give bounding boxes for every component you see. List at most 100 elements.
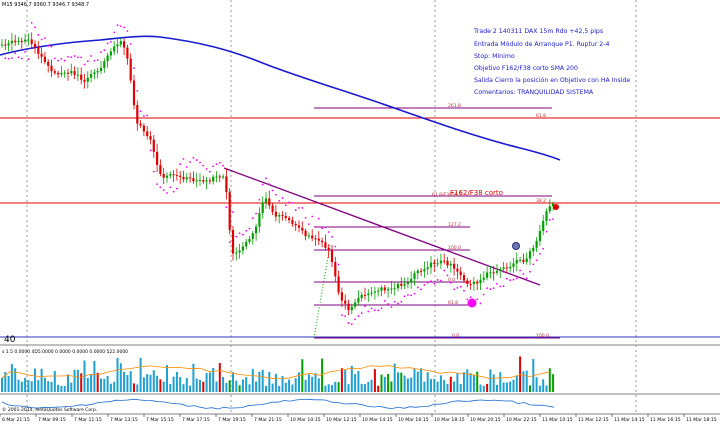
candle-body[interactable] [416,270,419,274]
candle-body[interactable] [403,284,406,286]
candle-body[interactable] [383,287,386,291]
candle-body[interactable] [66,72,70,74]
horizontal-levels[interactable] [0,117,720,338]
candle-body[interactable] [492,272,495,274]
candle-body[interactable] [264,198,268,203]
candle-body[interactable] [482,277,485,280]
candle-body[interactable] [248,238,251,242]
candle-body[interactable] [4,44,7,46]
candle-body[interactable] [367,293,370,296]
candle-body[interactable] [202,180,205,182]
candle-body[interactable] [30,39,33,44]
candle-body[interactable] [420,270,423,272]
candle-body[interactable] [179,175,182,178]
candle-body[interactable] [53,71,56,73]
candle-body[interactable] [334,262,337,277]
candle-body[interactable] [380,287,383,291]
candle-body[interactable] [73,71,76,75]
candle-body[interactable] [37,46,40,54]
candle-body[interactable] [93,72,96,75]
candle-body[interactable] [426,267,429,270]
candle-body[interactable] [469,284,472,286]
candle-body[interactable] [126,47,129,59]
candle-body[interactable] [255,226,258,234]
candle-body[interactable] [532,247,535,252]
trade-exit-marker[interactable] [553,204,559,210]
candle-body[interactable] [413,273,416,279]
candle-body[interactable] [20,41,23,43]
candle-body[interactable] [502,267,505,269]
candle-body[interactable] [393,288,396,290]
candle-body[interactable] [297,225,301,228]
candle-body[interactable] [330,250,334,263]
candle-body[interactable] [525,258,528,262]
candle-body[interactable] [552,203,555,207]
candle-body[interactable] [17,41,20,43]
candle-body[interactable] [99,67,103,72]
candle-body[interactable] [396,283,400,289]
candle-body[interactable] [83,79,86,82]
candle-body[interactable] [63,72,66,74]
candle-body[interactable] [373,291,376,293]
candle-body[interactable] [321,240,324,243]
candle-body[interactable] [14,40,17,43]
candle-body[interactable] [251,233,254,239]
candle-body[interactable] [119,41,122,45]
candle-body[interactable] [175,175,178,177]
candle-body[interactable] [235,252,238,254]
candle-body[interactable] [43,56,46,62]
candle-body[interactable] [538,230,541,242]
candle-body[interactable] [162,173,165,178]
candle-body[interactable] [139,123,142,126]
candle-body[interactable] [462,275,466,281]
candle-body[interactable] [198,180,202,182]
candle-body[interactable] [519,259,522,261]
candle-body[interactable] [146,131,149,137]
candle-body[interactable] [301,227,304,231]
candle-body[interactable] [228,192,231,230]
candle-body[interactable] [291,220,294,224]
candle-body[interactable] [515,259,518,264]
candle-body[interactable] [192,178,195,182]
candle-body[interactable] [317,238,320,241]
candle-body[interactable] [505,267,508,269]
candle-body[interactable] [307,235,310,237]
candle-body[interactable] [268,198,271,206]
candle-body[interactable] [258,213,261,227]
candle-body[interactable] [208,180,211,182]
candle-body[interactable] [314,238,317,240]
candle-body[interactable] [410,278,413,283]
candle-body[interactable] [284,215,287,219]
candle-body[interactable] [439,260,442,264]
candle-body[interactable] [363,294,367,296]
candle-body[interactable] [357,297,360,303]
candle-body[interactable] [489,272,492,274]
candle-body[interactable] [545,211,548,221]
candle-body[interactable] [360,294,363,298]
candle-body[interactable] [340,292,343,301]
candle-body[interactable] [278,215,281,217]
candle-body[interactable] [288,218,291,221]
candle-body[interactable] [327,247,330,251]
trendline[interactable] [223,167,541,286]
candle-body[interactable] [354,302,357,307]
candle-body[interactable] [189,177,192,179]
candle-body[interactable] [7,43,10,46]
candle-body[interactable] [156,151,159,166]
candle-body[interactable] [446,260,449,266]
candle-body[interactable] [347,303,350,311]
candle-body[interactable] [453,263,456,269]
candle-body[interactable] [479,279,482,284]
candle-body[interactable] [241,246,244,251]
candle-body[interactable] [165,175,169,178]
candle-body[interactable] [245,241,248,247]
candle-body[interactable] [476,281,479,284]
candle-body[interactable] [132,80,136,106]
candle-body[interactable] [472,281,475,285]
candle-body[interactable] [433,262,436,265]
candle-body[interactable] [0,44,4,46]
candle-body[interactable] [294,223,297,226]
candle-body[interactable] [281,215,284,217]
candle-body[interactable] [80,74,83,80]
